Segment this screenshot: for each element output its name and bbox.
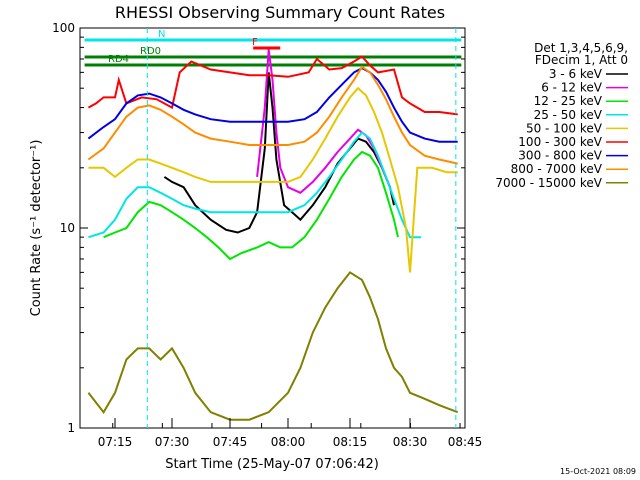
legend-label-8: 7000 - 15000 keV [495, 176, 602, 190]
x-tick-label: 08:15 [333, 435, 368, 449]
x-tick-label: 08:45 [448, 435, 483, 449]
y-tick-label: 10 [60, 221, 75, 235]
flag-label-N: N [158, 29, 165, 40]
x-tick-label: 07:15 [98, 435, 133, 449]
legend: Det 1,3,4,5,6,9, FDecim 1, Att 0 3 - 6 k… [495, 41, 628, 190]
series-line-7 [87, 65, 458, 165]
legend-label-4: 50 - 100 keV [526, 121, 603, 135]
series-line-8 [87, 271, 459, 421]
series-line-1 [256, 49, 391, 194]
flag-label-RD0: RD0 [140, 46, 161, 57]
y-axis-label: Count Rate (s⁻¹ detector⁻¹) [29, 140, 44, 317]
chart-title: RHESSI Observing Summary Count Rates [115, 3, 445, 22]
x-tick-label: 07:30 [155, 435, 190, 449]
legend-label-6: 300 - 800 keV [518, 149, 602, 163]
legend-label-3: 25 - 50 keV [534, 108, 603, 122]
footer-date: 15-Oct-2021 08:09 [560, 467, 636, 476]
series-line-3 [88, 131, 421, 239]
plot-area: N RD0 RD4 F 1 10 100 07:15 07:30 07:45 08:00 08:1… [52, 21, 482, 449]
legend-label-2: 12 - 25 keV [534, 94, 603, 108]
legend-header-line-2: FDecim 1, Att 0 [535, 53, 628, 67]
x-axis-label: Start Time (25-May-07 07:06:42) [165, 457, 379, 472]
legend-header-line-1: Det 1,3,4,5,6,9, [534, 41, 628, 55]
legend-label-1: 6 - 12 keV [541, 81, 603, 95]
flag-label-F: F [252, 37, 258, 48]
series-line-2 [103, 150, 399, 261]
flag-label-RD4: RD4 [108, 54, 129, 65]
legend-label-5: 100 - 300 keV [518, 135, 602, 149]
y-tick-label: 1 [67, 421, 75, 435]
legend-label-7: 800 - 7000 keV [511, 162, 603, 176]
x-tick-label: 08:00 [271, 435, 306, 449]
series-line-4 [88, 86, 458, 273]
legend-label-0: 3 - 6 keV [549, 67, 603, 81]
series-line-5 [87, 55, 458, 116]
x-tick-label: 08:30 [393, 435, 428, 449]
x-tick-label: 07:45 [213, 435, 248, 449]
y-tick-label: 100 [52, 21, 75, 35]
